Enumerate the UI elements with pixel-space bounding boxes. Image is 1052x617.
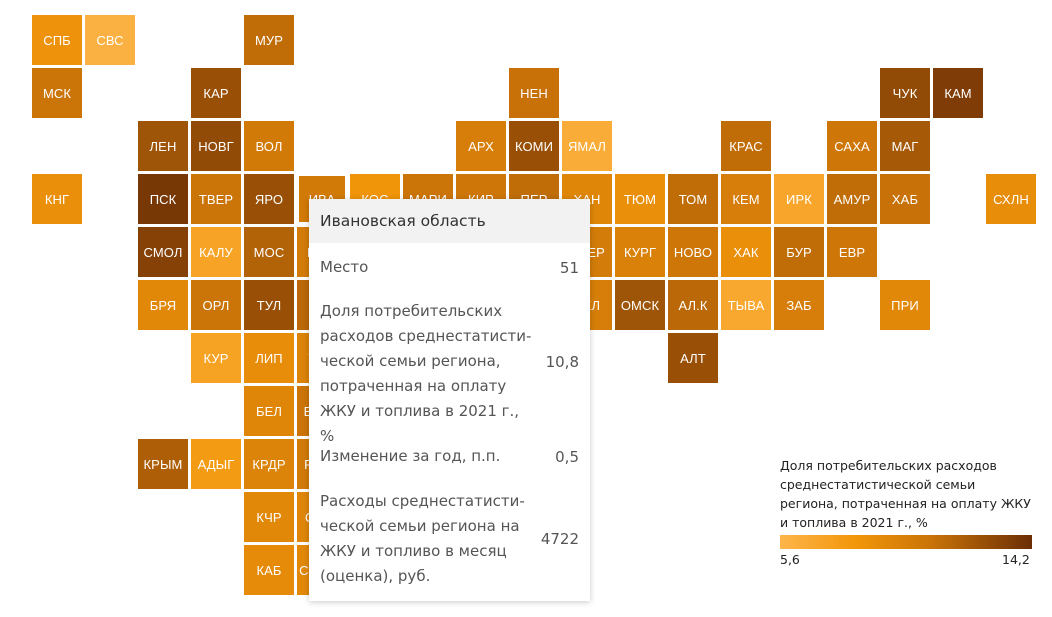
region-tile[interactable]: КРДР (244, 439, 294, 489)
tooltip-label: Место (320, 258, 369, 276)
region-tile[interactable]: ПРИ (880, 280, 930, 330)
region-tile[interactable]: КАЛУ (191, 227, 241, 277)
region-tile[interactable]: СМОЛ (138, 227, 188, 277)
region-tile[interactable]: СВС (85, 15, 135, 65)
region-tile[interactable]: АЛТ (668, 333, 718, 383)
region-tile[interactable]: ОРЛ (191, 280, 241, 330)
region-tile[interactable]: КРАС (721, 121, 771, 171)
tooltip-region-name: Ивановская область (309, 199, 590, 243)
region-tile[interactable]: КНГ (32, 174, 82, 224)
region-tile[interactable]: ТЮМ (615, 174, 665, 224)
tooltip-row-change: Изменение за год, п.п. 0,5 (320, 444, 579, 469)
region-tile[interactable]: ЛЕН (138, 121, 188, 171)
tooltip-label: Доля потребительских расходов среднестат… (320, 302, 532, 445)
region-tile[interactable]: НЕН (509, 68, 559, 118)
region-tile[interactable]: ХАБ (880, 174, 930, 224)
region-tile[interactable]: КАМ (933, 68, 983, 118)
tooltip-value: 10,8 (545, 352, 579, 371)
tooltip-value: 51 (559, 258, 579, 277)
region-tile[interactable]: ОМСК (615, 280, 665, 330)
region-tile[interactable]: КЕМ (721, 174, 771, 224)
region-tile[interactable]: АМУР (827, 174, 877, 224)
region-tile[interactable]: КУР (191, 333, 241, 383)
region-tile[interactable]: ЗАБ (774, 280, 824, 330)
region-tile[interactable]: ТВЕР (191, 174, 241, 224)
tooltip-value: 0,5 (555, 447, 579, 466)
region-tile[interactable]: НОВГ (191, 121, 241, 171)
region-tile[interactable]: АЛ.К (668, 280, 718, 330)
region-tile[interactable]: АДЫГ (191, 439, 241, 489)
region-tile[interactable]: ИРК (774, 174, 824, 224)
region-tile[interactable]: ПСК (138, 174, 188, 224)
region-tile[interactable]: КРЫМ (138, 439, 188, 489)
region-tile[interactable]: КАР (191, 68, 241, 118)
tooltip-value: 4722 (540, 530, 579, 548)
region-tile[interactable]: БУР (774, 227, 824, 277)
color-legend: Доля потребительских расходов среднестат… (780, 456, 1036, 567)
region-tile[interactable]: МУР (244, 15, 294, 65)
region-tile[interactable]: КАБ (244, 545, 294, 595)
region-tile[interactable]: ХАК (721, 227, 771, 277)
region-tile[interactable]: БРЯ (138, 280, 188, 330)
tooltip-row-rank: Место 51 (320, 255, 579, 280)
region-tooltip: Ивановская область Место 51 Доля потреби… (309, 199, 590, 601)
region-tile[interactable]: ВОЛ (244, 121, 294, 171)
region-tile[interactable]: НОВО (668, 227, 718, 277)
tooltip-label: Расходы среднестатисти-ческой семьи реги… (320, 492, 525, 585)
legend-min-label: 5,6 (780, 552, 800, 567)
region-tile[interactable]: ЕВР (827, 227, 877, 277)
legend-gradient-bar (780, 535, 1032, 549)
region-tile[interactable]: ЧУК (880, 68, 930, 118)
region-tile[interactable]: МОС (244, 227, 294, 277)
region-tile[interactable]: КЧР (244, 492, 294, 542)
region-tile[interactable]: АРХ (456, 121, 506, 171)
legend-max-label: 14,2 (1002, 552, 1030, 567)
region-tile[interactable]: МСК (32, 68, 82, 118)
region-tile[interactable]: МАГ (880, 121, 930, 171)
region-tile[interactable]: ТЫВА (721, 280, 771, 330)
tooltip-row-share: Доля потребительских расходов среднестат… (320, 299, 579, 445)
region-tile[interactable]: СПБ (32, 15, 82, 65)
region-tile[interactable]: БЕЛ (244, 386, 294, 436)
region-tile[interactable]: КУРГ (615, 227, 665, 277)
region-tile[interactable]: ТОМ (668, 174, 718, 224)
region-tile[interactable]: ЯРО (244, 174, 294, 224)
region-tile[interactable]: СХЛН (986, 174, 1036, 224)
tooltip-row-spending: Расходы среднестатисти-ческой семьи реги… (320, 489, 579, 589)
region-tile[interactable]: ЛИП (244, 333, 294, 383)
region-tile[interactable]: КОМИ (509, 121, 559, 171)
region-tile[interactable]: ЯМАЛ (562, 121, 612, 171)
legend-title: Доля потребительских расходов среднестат… (780, 458, 1031, 530)
tooltip-label: Изменение за год, п.п. (320, 447, 501, 465)
region-tile[interactable]: ТУЛ (244, 280, 294, 330)
region-tile[interactable]: САХА (827, 121, 877, 171)
